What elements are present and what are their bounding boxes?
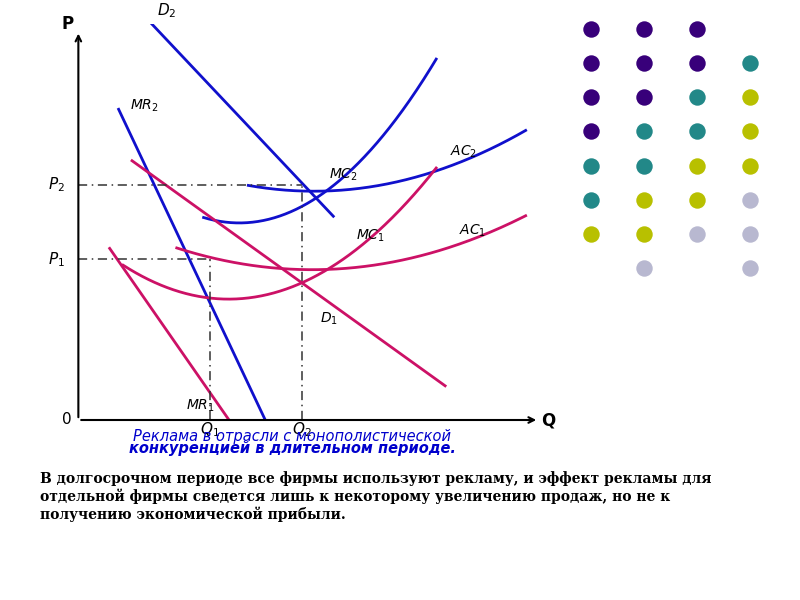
Text: $Q_1$: $Q_1$ [201,420,220,439]
Point [637,229,650,239]
Point [690,24,703,34]
Point [637,127,650,136]
Text: 0: 0 [62,413,72,427]
Text: $MR_2$: $MR_2$ [130,97,158,113]
Text: Q: Q [541,411,555,429]
Point [637,161,650,170]
Point [743,92,756,102]
Text: $MC_1$: $MC_1$ [356,228,385,244]
Point [743,161,756,170]
Point [584,58,597,68]
Point [584,92,597,102]
Point [637,263,650,273]
Text: $D_2$: $D_2$ [157,2,176,20]
Point [584,195,597,205]
Text: В долгосрочном периоде все фирмы используют рекламу, и эффект рекламы для
отдель: В долгосрочном периоде все фирмы использ… [40,471,711,522]
Point [584,161,597,170]
Point [584,229,597,239]
Point [743,195,756,205]
Text: $D_1$: $D_1$ [320,311,338,327]
Text: $P_1$: $P_1$ [48,250,65,269]
Text: Реклама в отрасли с монополистической: Реклама в отрасли с монополистической [133,429,451,444]
Text: конкуренцией в длительном периоде.: конкуренцией в длительном периоде. [129,441,455,456]
Point [743,127,756,136]
Point [690,92,703,102]
Text: $Q_2$: $Q_2$ [292,420,312,439]
Point [743,58,756,68]
Point [690,58,703,68]
Point [743,229,756,239]
Text: $P_2$: $P_2$ [48,175,65,194]
Point [584,24,597,34]
Point [637,92,650,102]
Text: P: P [61,15,74,33]
Point [637,195,650,205]
Text: $AC_1$: $AC_1$ [458,222,486,239]
Point [690,161,703,170]
Point [690,127,703,136]
Point [690,229,703,239]
Text: $MC_2$: $MC_2$ [329,167,358,184]
Point [637,58,650,68]
Point [637,24,650,34]
Text: $MR_1$: $MR_1$ [186,398,214,414]
Point [743,263,756,273]
Point [584,127,597,136]
Point [690,195,703,205]
Text: $AC_2$: $AC_2$ [450,144,477,160]
